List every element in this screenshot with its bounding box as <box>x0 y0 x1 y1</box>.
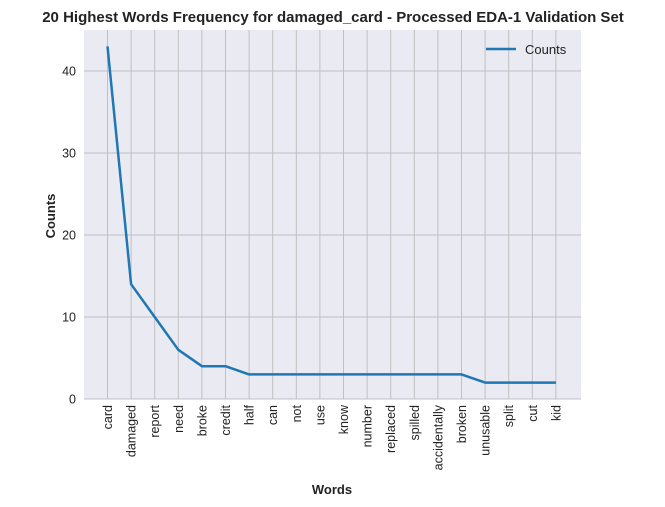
x-tick-label: broke <box>195 405 209 436</box>
x-tick-label: broken <box>455 405 469 443</box>
x-tick-label: use <box>313 405 327 425</box>
y-tick-label: 10 <box>62 311 76 325</box>
y-axis-ticks: 0 10 20 30 40 <box>62 65 76 407</box>
x-tick-label: replaced <box>384 405 398 453</box>
x-tick-label: unusable <box>479 405 493 456</box>
y-tick-label: 0 <box>69 393 76 407</box>
y-tick-label: 20 <box>62 229 76 243</box>
x-tick-label: report <box>148 404 162 437</box>
x-tick-label: split <box>502 404 516 427</box>
series-line-counts <box>106 46 556 384</box>
x-tick-label: half <box>243 404 257 425</box>
x-tick-label: damaged <box>125 405 139 457</box>
x-tick-label: number <box>361 405 375 447</box>
x-tick-label: accidentally <box>431 404 445 470</box>
x-axis-ticks: card damaged report need broke credit half can n… <box>101 404 563 470</box>
chart-title: 20 Highest Words Frequency for damaged_c… <box>42 9 624 26</box>
x-tick-label: need <box>172 405 186 433</box>
x-tick-label: card <box>101 405 115 429</box>
x-tick-label: cut <box>526 404 540 421</box>
legend-label-counts: Counts <box>525 42 567 57</box>
grid <box>84 30 581 400</box>
x-axis-label: Words <box>312 482 352 497</box>
plot-area <box>84 30 581 399</box>
x-tick-label: kid <box>549 405 563 421</box>
x-tick-label: not <box>290 404 304 422</box>
y-axis-label: Counts <box>43 194 58 239</box>
x-tick-label: know <box>337 404 351 434</box>
y-tick-label: 30 <box>62 147 76 161</box>
x-tick-label: credit <box>219 404 233 435</box>
x-tick-label: can <box>266 405 280 425</box>
y-tick-label: 40 <box>62 65 76 79</box>
legend: Counts <box>486 42 567 57</box>
x-tick-label: spilled <box>408 405 422 440</box>
